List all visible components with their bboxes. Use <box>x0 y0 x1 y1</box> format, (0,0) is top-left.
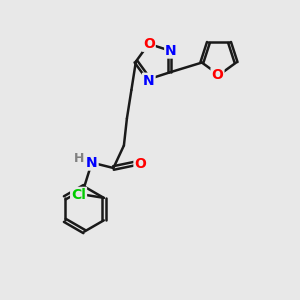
Text: O: O <box>134 157 146 170</box>
Text: Cl: Cl <box>71 188 86 202</box>
Text: H: H <box>74 152 84 165</box>
Text: N: N <box>143 74 154 88</box>
Text: O: O <box>143 37 155 51</box>
Text: O: O <box>212 68 224 82</box>
Text: N: N <box>165 44 177 58</box>
Text: N: N <box>86 156 98 170</box>
